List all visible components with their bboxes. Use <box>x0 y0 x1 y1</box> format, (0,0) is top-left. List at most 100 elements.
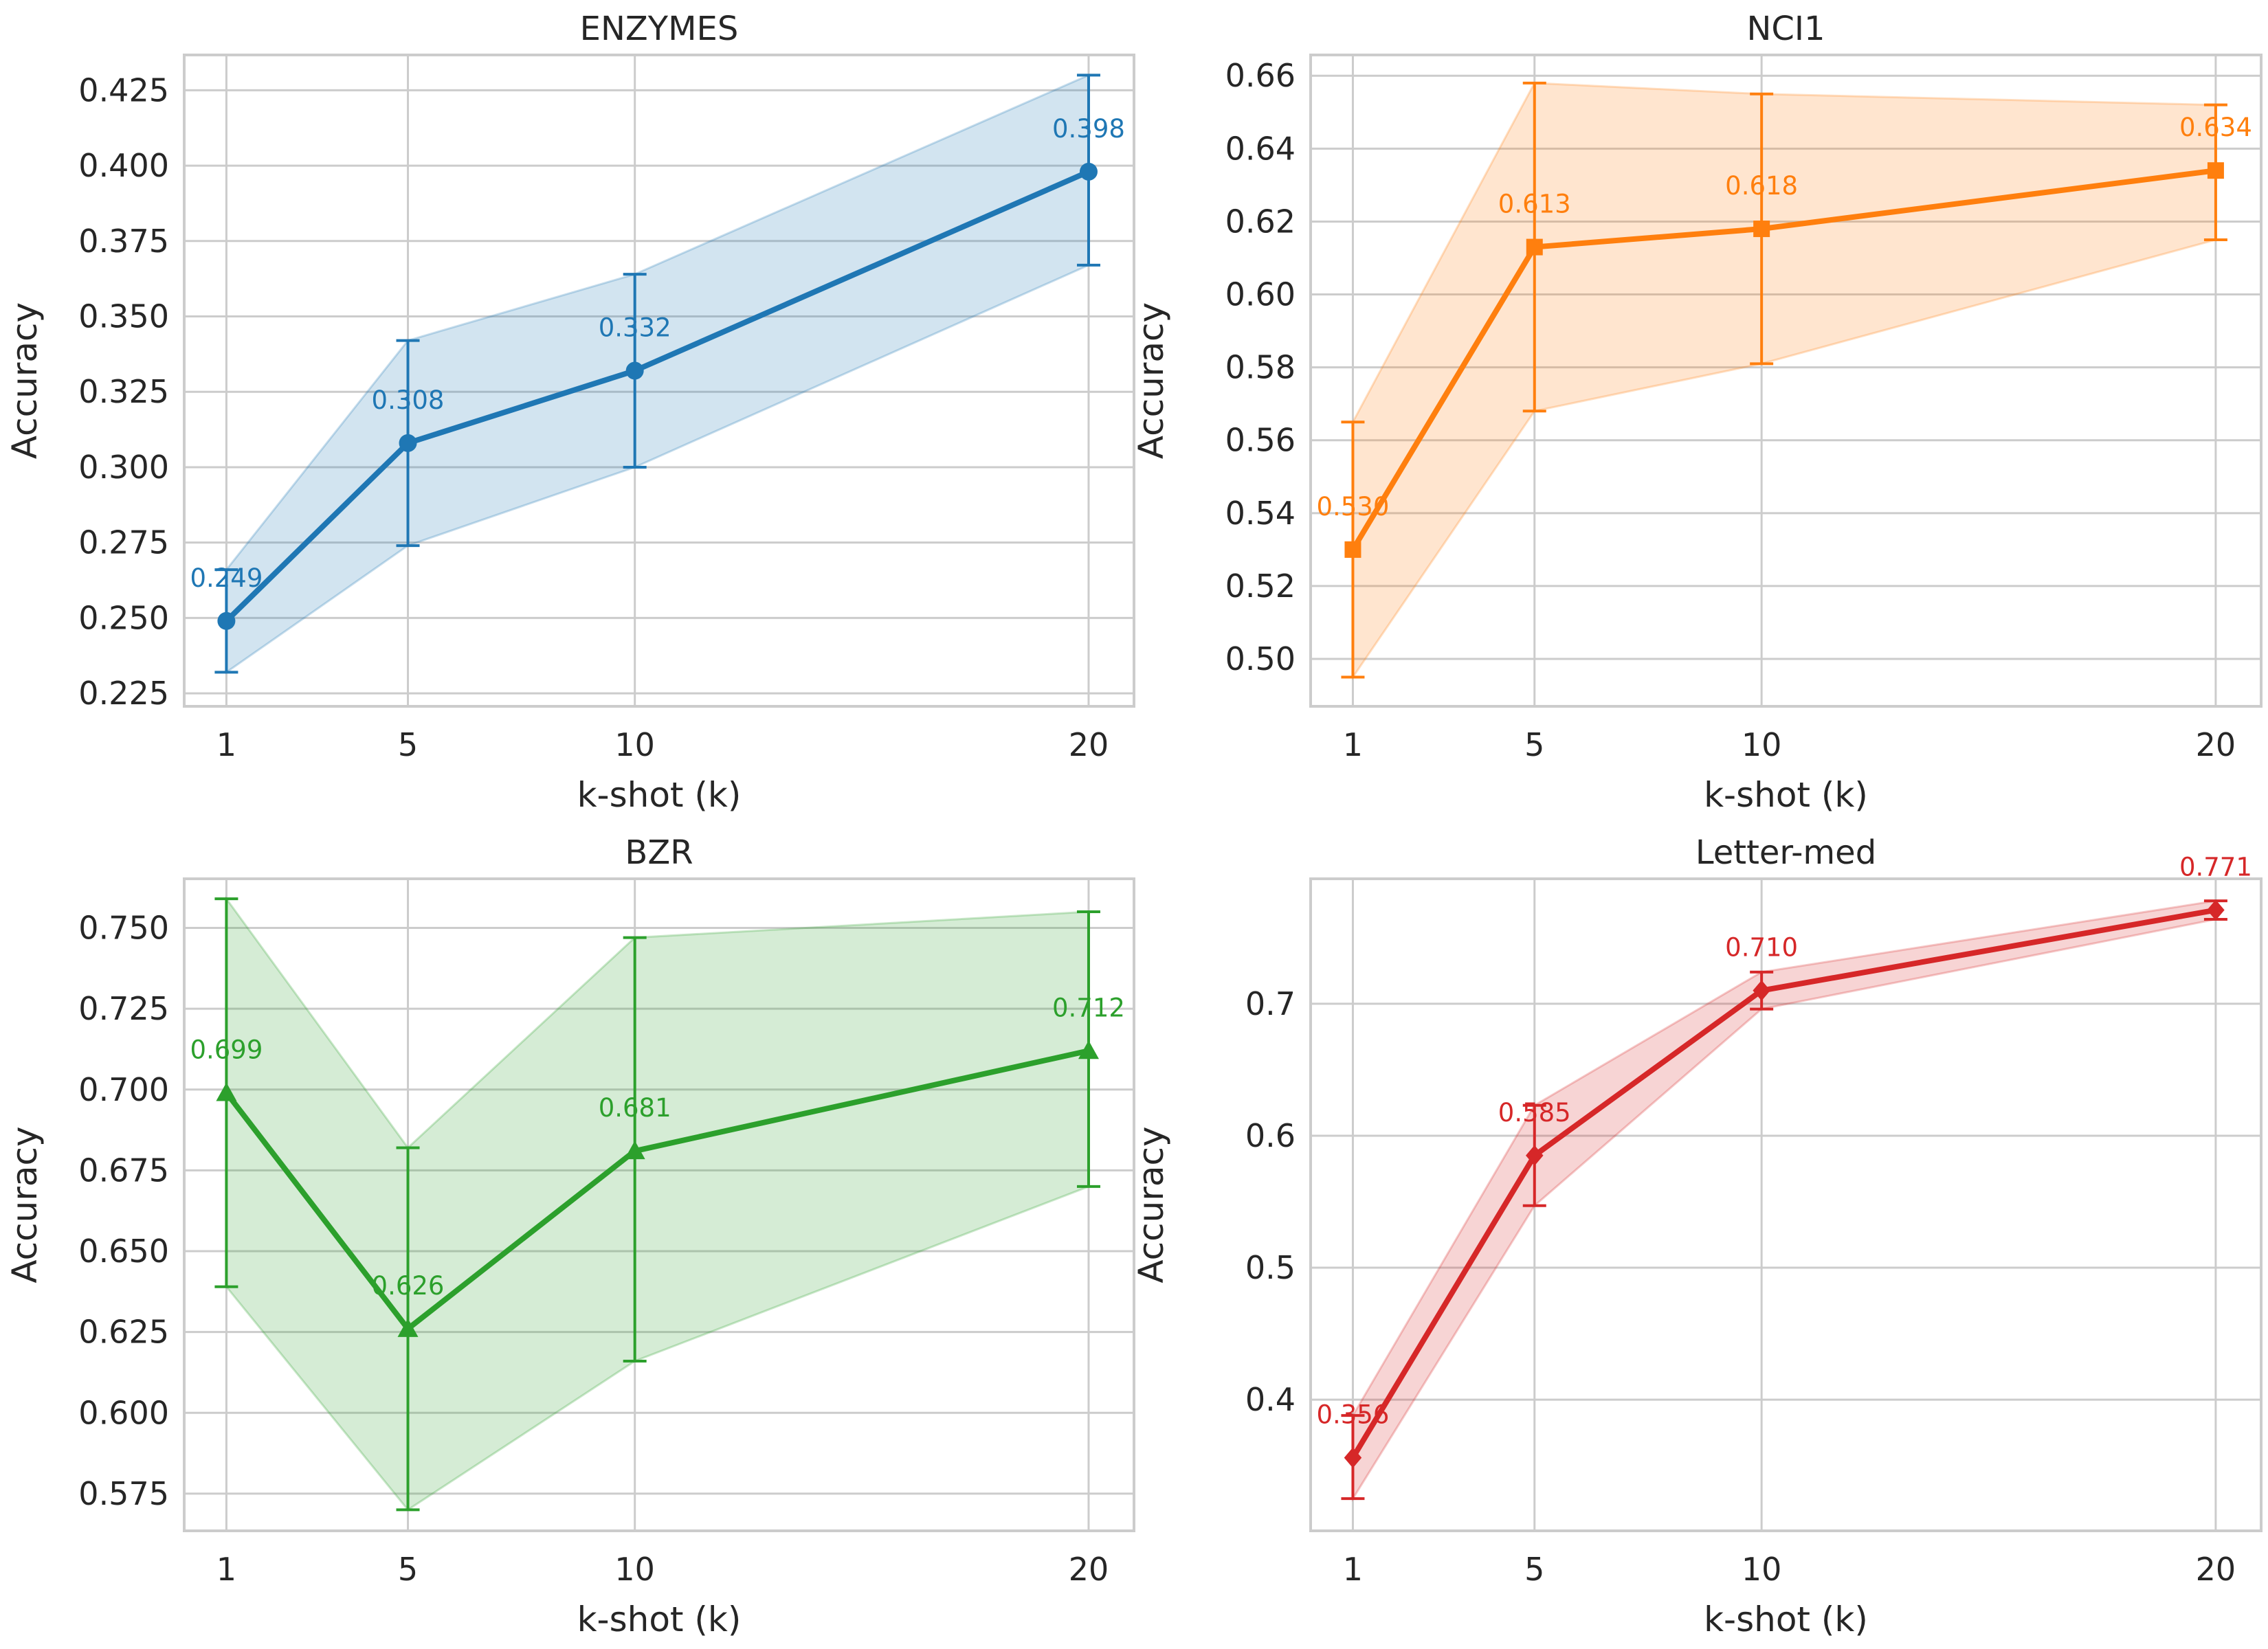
y-tick-label: 0.250 <box>78 599 169 636</box>
data-point-marker <box>2207 899 2225 921</box>
chart-panel-3: 1 5 10 20 0.575 0.600 0.625 0.650 0.675 0.700 0.72… <box>5 833 1135 1639</box>
y-tick-label: 0.625 <box>78 1314 169 1351</box>
y-tick-label: 0.650 <box>78 1233 169 1270</box>
y-tick-label: 0.56 <box>1225 422 1296 459</box>
chart-panel-1: 1 5 10 20 0.225 0.250 0.275 0.300 0.325 0.350 0.37… <box>5 10 1135 815</box>
x-tick-label: 10 <box>614 1551 655 1588</box>
data-point-marker <box>624 1141 645 1160</box>
x-tick-label: 1 <box>216 726 236 763</box>
x-tick-label: 5 <box>398 726 418 763</box>
chart-title: Letter-med <box>1696 833 1876 872</box>
y-tick-label: 0.725 <box>78 990 169 1027</box>
series-line <box>224 1048 1089 1332</box>
data-label: 0.634 <box>2179 113 2252 142</box>
data-label: 0.332 <box>599 313 671 343</box>
y-tick-label: 0.275 <box>78 524 169 561</box>
plot-frame <box>1309 877 2263 1532</box>
confidence-band <box>225 895 1090 1512</box>
plot-frame <box>183 54 1135 708</box>
data-label: 0.308 <box>372 385 445 415</box>
y-axis-label: Accuracy <box>5 302 45 459</box>
y-tick-label: 0.52 <box>1225 568 1296 605</box>
data-point-marker <box>399 434 417 452</box>
y-tick-label: 0.300 <box>78 449 169 486</box>
x-tick-label: 5 <box>1524 726 1544 763</box>
y-tick-label: 0.66 <box>1225 57 1296 94</box>
data-label: 0.585 <box>1498 1098 1571 1128</box>
x-tick-label: 5 <box>398 1551 418 1588</box>
x-tick-label: 20 <box>2196 726 2236 763</box>
y-tick-label: 0.50 <box>1225 640 1296 677</box>
chart-title: NCI1 <box>1746 10 1825 48</box>
x-axis-label: k-shot (k) <box>577 775 742 815</box>
x-tick-label: 5 <box>1524 1551 1544 1588</box>
x-tick-label: 20 <box>2196 1551 2236 1588</box>
data-label: 0.398 <box>1052 114 1125 144</box>
y-tick-label: 0.750 <box>78 910 169 947</box>
y-tick-label: 0.400 <box>78 147 169 184</box>
data-point-marker <box>397 1318 419 1337</box>
data-label: 0.356 <box>1316 1400 1389 1430</box>
x-tick-label: 10 <box>1742 726 1782 763</box>
data-label: 0.613 <box>1498 190 1571 219</box>
x-axis-label: k-shot (k) <box>1704 775 1868 815</box>
y-tick-label: 0.350 <box>78 298 169 335</box>
y-tick-label: 0.54 <box>1225 495 1296 532</box>
data-point-marker <box>1078 1040 1099 1059</box>
y-tick-label: 0.5 <box>1245 1249 1296 1286</box>
data-label: 0.530 <box>1316 492 1389 521</box>
x-axis-label: k-shot (k) <box>577 1600 742 1639</box>
data-point-marker <box>625 361 644 380</box>
y-tick-label: 0.575 <box>78 1475 169 1512</box>
y-tick-label: 0.600 <box>78 1394 169 1431</box>
y-tick-label: 0.675 <box>78 1152 169 1189</box>
y-tick-label: 0.58 <box>1225 349 1296 386</box>
y-tick-label: 0.700 <box>78 1071 169 1108</box>
x-tick-label: 20 <box>1069 1551 1109 1588</box>
y-tick-label: 0.325 <box>78 373 169 410</box>
y-tick-label: 0.425 <box>78 71 169 109</box>
chart-title: ENZYMES <box>580 10 739 48</box>
y-axis-label: Accuracy <box>1131 1126 1171 1283</box>
data-point-marker <box>1526 1145 1544 1166</box>
chart-title: BZR <box>625 833 693 872</box>
data-point-marker <box>1344 1447 1362 1468</box>
plot-frame <box>1309 54 2263 708</box>
data-point-marker <box>1526 238 1543 256</box>
data-label: 0.626 <box>372 1271 445 1301</box>
data-point-marker <box>1079 162 1098 181</box>
y-tick-label: 0.60 <box>1225 276 1296 313</box>
data-label: 0.771 <box>2179 853 2252 882</box>
data-label: 0.249 <box>190 563 263 593</box>
data-point-marker <box>1753 980 1770 1001</box>
x-tick-label: 1 <box>216 1551 236 1588</box>
plot-frame <box>183 877 1135 1532</box>
series-line <box>224 169 1090 623</box>
confidence-band <box>1351 899 2217 1503</box>
data-label: 0.618 <box>1725 171 1798 201</box>
x-axis-label: k-shot (k) <box>1704 1600 1868 1639</box>
y-tick-label: 0.62 <box>1225 203 1296 240</box>
data-label: 0.699 <box>190 1035 263 1064</box>
data-point-marker <box>2207 162 2224 179</box>
chart-panel-2: 1 5 10 20 0.50 0.52 0.54 0.56 0.58 0.60 0.62 0.64 0.… <box>1131 10 2263 815</box>
x-tick-label: 1 <box>1343 726 1363 763</box>
x-tick-label: 10 <box>614 726 655 763</box>
y-tick-label: 0.7 <box>1245 985 1296 1022</box>
chart-panel-4: 1 5 10 20 0.4 0.5 0.6 0.7 Letter-med k-shot (k) Ac… <box>1131 833 2263 1639</box>
y-tick-label: 0.64 <box>1225 130 1296 167</box>
y-tick-label: 0.375 <box>78 223 169 260</box>
series-line <box>1350 168 2216 551</box>
series-line <box>1350 907 2216 1459</box>
data-label: 0.710 <box>1725 933 1798 963</box>
y-tick-label: 0.6 <box>1245 1117 1296 1154</box>
data-label: 0.681 <box>599 1093 671 1123</box>
y-axis-label: Accuracy <box>5 1126 45 1283</box>
y-tick-label: 0.225 <box>78 675 169 712</box>
data-point-marker <box>216 1082 237 1101</box>
data-label: 0.712 <box>1052 993 1125 1022</box>
data-point-marker <box>1344 541 1361 558</box>
y-tick-label: 0.4 <box>1245 1381 1296 1418</box>
x-tick-label: 1 <box>1343 1551 1363 1588</box>
